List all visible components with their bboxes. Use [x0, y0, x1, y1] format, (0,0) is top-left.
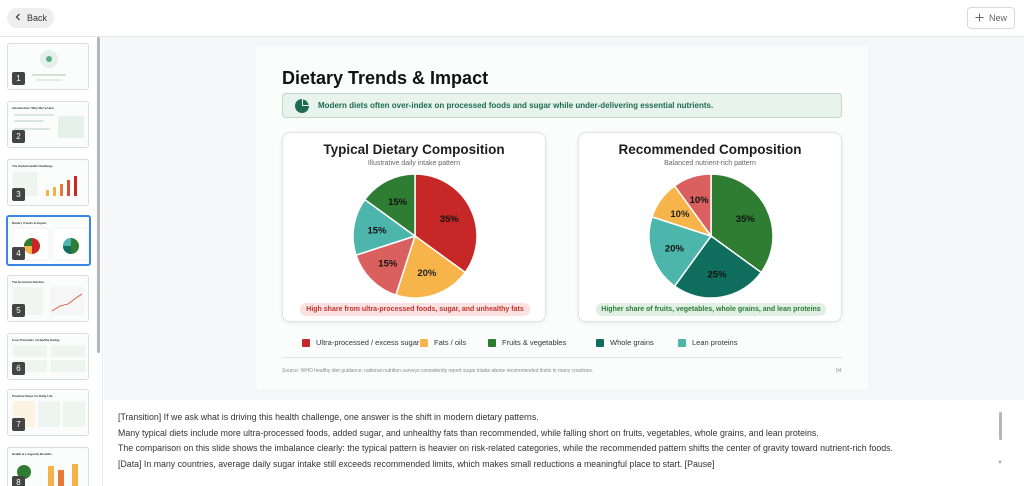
legend-item-proteins: Lean proteins [678, 338, 737, 347]
thumbnail-title: Dietary Trends & Impact [12, 221, 47, 225]
new-label: New [988, 13, 1007, 23]
slide-thumbnail-5[interactable]: The Economic Burden 5 [7, 275, 89, 322]
legend-item-fats: Fats / oils [420, 338, 466, 347]
thumbnail-graphic [13, 287, 84, 315]
pie-slice-label: 15% [388, 197, 408, 208]
thumbnail-graphic [13, 401, 85, 427]
thumbnail-number: 4 [12, 247, 25, 260]
legend-label: Ultra-processed / excess sugar [316, 338, 420, 347]
back-button[interactable]: Back [7, 8, 54, 28]
pie-slice-label: 25% [708, 269, 728, 280]
legend-item-ultra-processed: Ultra-processed / excess sugar [302, 338, 419, 347]
pie-slice [363, 173, 416, 238]
slide-thumbnail-2[interactable]: Introduction: Why We're Here 2 [7, 101, 89, 148]
slide-canvas[interactable]: Dietary Trends & Impact Modern diets oft… [256, 46, 868, 390]
chart-title: Typical Dietary Composition [323, 142, 505, 157]
thumbnail-graphic [13, 345, 85, 372]
pie-slice-label: 35% [736, 214, 756, 225]
pie-slice [673, 234, 763, 299]
thumbnail-title: Health & Longevity Benefits [12, 452, 52, 456]
legend-swatch [488, 338, 496, 347]
legend-swatch [302, 338, 310, 347]
legend-label: Whole grains [610, 338, 654, 347]
slide-thumbnail-3[interactable]: The Global Health Challenge 3 [7, 159, 89, 206]
legend-swatch [420, 338, 428, 347]
notes-line: The comparison on this slide shows the i… [118, 443, 893, 453]
slide-thumbnail-4[interactable]: Dietary Trends & Impact 4 [6, 215, 91, 266]
slide-thumbnail-8[interactable]: Health & Longevity Benefits 8 [7, 447, 89, 486]
pie-slice-label: 20% [665, 243, 685, 254]
footer-divider [282, 357, 842, 358]
thumbnail-title: Practical Steps for Daily Life [12, 394, 53, 398]
thumbnail-graphic [32, 50, 66, 81]
thumbnail-number: 3 [12, 188, 25, 201]
recommended-composition-card: Recommended Composition Balanced nutrien… [578, 132, 842, 322]
pie-slice [394, 234, 467, 299]
typical-composition-card: Typical Dietary Composition Illustrative… [282, 132, 546, 322]
notes-line: [Data] In many countries, average daily … [118, 458, 715, 469]
thumbnail-title: Introduction: Why We're Here [12, 106, 54, 110]
slide-thumbnail-sidebar: 1 Introduction: Why We're Here 2 The Glo… [0, 37, 103, 486]
chart-subtitle: Illustrative daily intake pattern [367, 160, 461, 167]
thumbnail-number: 1 [12, 72, 25, 85]
new-button[interactable]: New [967, 7, 1015, 29]
plus-icon [975, 13, 984, 24]
notes-scrollbar[interactable] [999, 412, 1002, 440]
notes-line: Many typical diets include more ultra-pr… [118, 427, 819, 438]
pie-slice [414, 173, 478, 274]
slide-thumbnail-6[interactable]: Core Principles of Healthy Eating 6 [7, 333, 89, 380]
back-label: Back [26, 13, 47, 23]
page-number: 04 [836, 368, 842, 374]
pie-slice [710, 173, 774, 274]
pie-slice-label: 20% [417, 268, 437, 279]
recommended-pie-chart: 35% 25% 20% 10%10% [648, 173, 774, 299]
thumbnail-graphic [17, 464, 78, 486]
chevron-left-icon [14, 13, 22, 23]
source-note: Source: WHO healthy diet guidance; natio… [282, 368, 594, 374]
pie-slice-label: 10% [670, 209, 690, 220]
chart-title: Recommended Composition [618, 142, 802, 157]
legend-swatch [596, 338, 604, 347]
key-message-banner: Modern diets often over-index on process… [282, 93, 842, 118]
legend-label: Fats / oils [434, 338, 467, 347]
pie-chart-icon [294, 98, 310, 119]
legend-label: Fruits & vegetables [502, 338, 567, 347]
thumbnail-title: The Global Health Challenge [12, 164, 53, 168]
thumbnail-number: 5 [12, 304, 25, 317]
legend-swatch [678, 338, 686, 347]
notes-line: [Transition] If we ask what is driving t… [118, 412, 539, 422]
pie-slice-label: 35% [440, 214, 460, 225]
thumbnail-number: 7 [12, 418, 25, 431]
pie-slice [648, 215, 713, 288]
typical-pie-chart: 35% 20% 15% 15% 15% [352, 173, 478, 299]
pie-slice [673, 173, 712, 239]
slide-thumbnail-7[interactable]: Practical Steps for Daily Life 7 [7, 389, 89, 436]
thumbnail-title: Core Principles of Healthy Eating [12, 338, 60, 342]
speaker-notes[interactable]: [Transition] If we ask what is driving t… [118, 410, 988, 472]
thumbnail-graphic [12, 227, 89, 261]
chart-subtitle: Balanced nutrient-rich pattern [664, 160, 756, 167]
scroll-down-icon[interactable]: ▼ [997, 460, 1003, 466]
slide-thumbnail-1[interactable]: 1 [7, 43, 89, 90]
typical-note: High share from ultra-processed foods, s… [300, 303, 530, 316]
pie-slice [352, 198, 417, 257]
pie-slice-label: 15% [368, 225, 388, 236]
thumbnail-title: The Economic Burden [12, 280, 44, 284]
chart-legend: Ultra-processed / excess sugar Fats / oi… [302, 338, 822, 352]
sidebar-scrollbar[interactable] [97, 37, 100, 353]
legend-item-fruits: Fruits & vegetables [488, 338, 566, 347]
recommended-note: Higher share of fruits, vegetables, whol… [596, 303, 826, 316]
top-bar: Back New [0, 0, 1024, 37]
thumbnail-number: 2 [12, 130, 25, 143]
legend-item-grains: Whole grains [596, 338, 654, 347]
banner-text: Modern diets often over-index on process… [318, 101, 714, 110]
thumbnail-number: 8 [12, 476, 25, 486]
slide-title: Dietary Trends & Impact [282, 68, 489, 88]
pie-slice-label: 10% [690, 195, 710, 206]
pie-slice-label: 15% [378, 259, 398, 270]
legend-label: Lean proteins [692, 338, 738, 347]
thumbnail-number: 6 [12, 362, 25, 375]
